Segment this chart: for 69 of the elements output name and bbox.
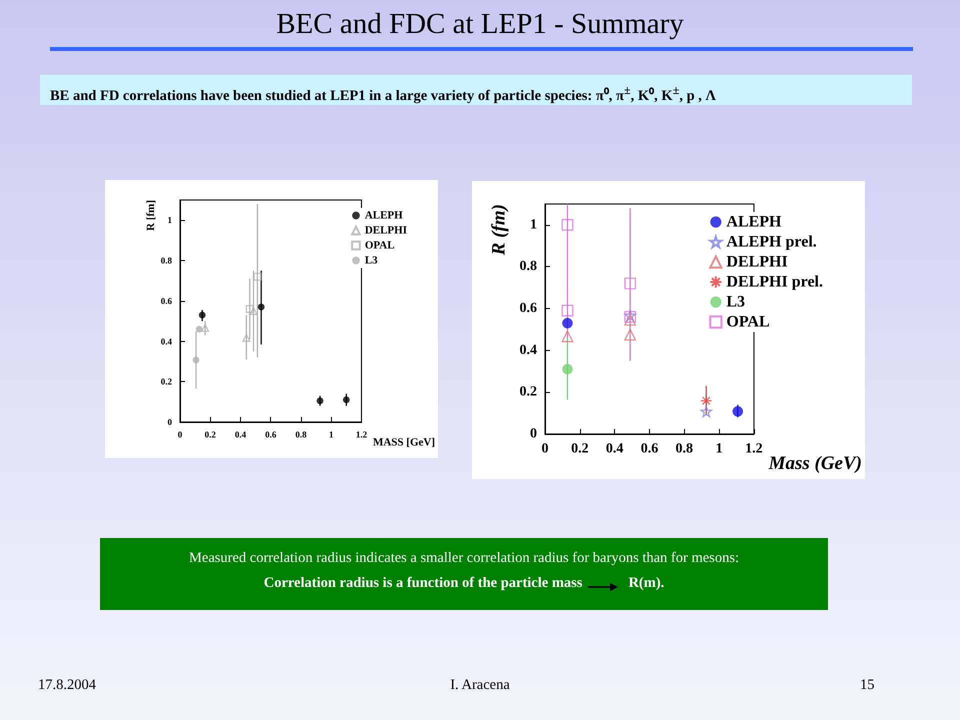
point: [562, 364, 573, 374]
y-tick-label: 0.2: [520, 384, 537, 400]
x-tick-label: 0.4: [606, 442, 624, 456]
point: [198, 312, 206, 318]
point: [258, 304, 265, 310]
text: Measured correlation radius indicates a smaller correlation radius for baryons than for mesons:: [188, 550, 740, 567]
y-tick-label: 0.4: [160, 336, 172, 346]
y-tick-label: 0: [168, 417, 172, 427]
x-tick-label: 0.8: [295, 430, 308, 440]
x-tick-label: 0.4: [234, 430, 247, 440]
point: [624, 328, 636, 341]
legend-label: ALEPH: [364, 210, 404, 222]
point: [562, 304, 574, 316]
y-tick-label: 0.4: [520, 342, 537, 358]
legend-label: ALEPH: [726, 214, 782, 230]
text: R(m).: [628, 575, 664, 592]
point: [562, 318, 573, 328]
y-tick-label: 0.6: [160, 296, 172, 306]
text: 17.8.2004: [38, 677, 96, 694]
x-tick-label: 1: [328, 430, 334, 440]
text: BE and FD correlations have been studied at LEP1 in a large variety of particle species: π⁰, π$^{±}$, K⁰, K$^{±}$, p , Λ: [40, 75, 912, 105]
text: I. Aracena: [450, 677, 510, 693]
legend-label: OPAL: [726, 314, 770, 330]
x-tick-label: 1.2: [356, 430, 368, 440]
y-axis-title: R [fm]: [145, 200, 158, 231]
x-tick-label: 0.6: [640, 442, 658, 456]
legend-label: DELPHI prel.: [726, 274, 824, 290]
point: [201, 324, 210, 332]
y-tick-label: 0.2: [160, 376, 172, 387]
point: [732, 406, 743, 417]
legend-label: OPAL: [364, 240, 395, 252]
text: 15: [860, 677, 874, 694]
point: [242, 334, 250, 342]
x-tick-label: 1: [716, 442, 723, 456]
point: [196, 326, 203, 333]
legend-label: L3: [726, 294, 746, 310]
point: [246, 305, 254, 313]
x-tick-label: 0: [542, 442, 548, 456]
x-tick-label: 0.2: [571, 442, 589, 456]
point: [562, 219, 574, 231]
point: [624, 314, 636, 326]
text: Correlation radius is a function of the particle mass: [264, 575, 582, 592]
x-tick-label: 0.8: [676, 442, 694, 456]
legend-label: DELPHI: [364, 224, 408, 236]
point: [562, 330, 574, 342]
y-tick-label: 1: [530, 217, 537, 232]
y-tick-label: 0.6: [520, 301, 537, 316]
point: [253, 272, 262, 281]
point: [700, 394, 712, 407]
x-tick-label: 0: [178, 430, 183, 440]
text: BEC and FDC at LEP1 - Summary: [275, 8, 685, 41]
point: [342, 396, 350, 404]
y-tick-label: 0.8: [160, 256, 172, 266]
point: [250, 307, 258, 315]
y-axis-title: R (fm): [488, 204, 510, 256]
x-tick-label: 0.6: [265, 430, 277, 440]
legend-label: DELPHI: [726, 254, 788, 270]
legend-label: L3: [364, 254, 378, 266]
y-tick-label: 1: [168, 215, 172, 226]
legend-label: ALEPH prel.: [726, 234, 817, 250]
point: [192, 356, 200, 364]
point: [316, 397, 324, 404]
x-tick-label: 1.2: [745, 442, 763, 456]
x-tick-label: 0.2: [204, 430, 216, 440]
y-tick-label: 0.8: [520, 259, 537, 274]
point: [700, 406, 712, 418]
x-axis-title: MASS [GeV]: [372, 436, 435, 448]
x-axis-title: Mass (GeV): [768, 453, 862, 474]
point: [624, 278, 636, 290]
